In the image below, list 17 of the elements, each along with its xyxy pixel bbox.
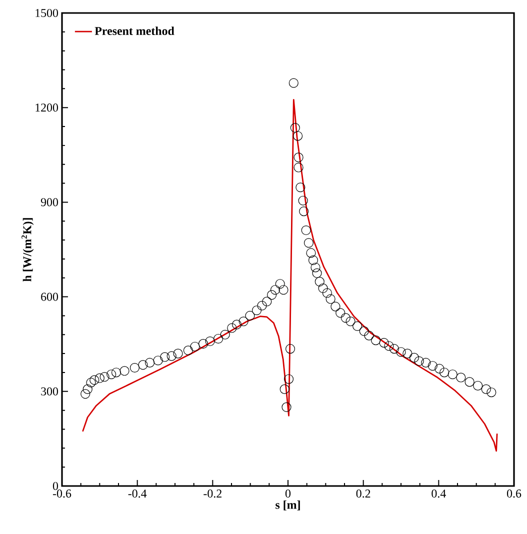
legend-label: Present method xyxy=(94,26,174,36)
y-axis-title: h [W/(m$^{2}$K)] xyxy=(22,218,34,282)
x-tick-label: 0.4 xyxy=(432,490,446,498)
x-tick-label: -0.6 xyxy=(52,490,72,498)
x-tick-label: -0.2 xyxy=(204,490,222,498)
x-tick-label: 0 xyxy=(285,490,291,498)
line-series xyxy=(82,99,498,452)
x-axis-title: s [m] xyxy=(276,500,300,510)
y-tick-label: 900 xyxy=(40,198,58,206)
x-tick-label: -0.4 xyxy=(128,490,147,498)
y-tick-label: 1200 xyxy=(36,104,58,112)
y-tick-label: 1500 xyxy=(36,8,58,18)
x-tick-label: 0.6 xyxy=(506,490,522,498)
y-tick-label: 600 xyxy=(41,292,58,301)
y-tick-label: 300 xyxy=(41,387,58,396)
y-tick-label: 0 xyxy=(52,482,58,490)
x-tick-label: 0.2 xyxy=(356,490,370,498)
